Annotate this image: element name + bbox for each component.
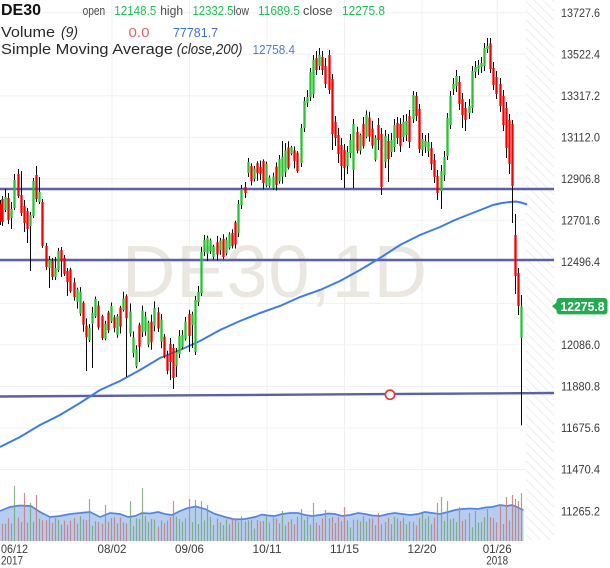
svg-text:01/26: 01/26 xyxy=(483,542,512,556)
svg-text:12496.4: 12496.4 xyxy=(561,255,600,269)
svg-text:(close,200): (close,200) xyxy=(177,41,243,58)
svg-text:2018: 2018 xyxy=(486,554,508,568)
svg-text:12275.8: 12275.8 xyxy=(342,3,385,18)
svg-text:close: close xyxy=(303,3,333,18)
svg-text:12758.4: 12758.4 xyxy=(253,42,296,57)
svg-text:11265.2: 11265.2 xyxy=(561,504,600,518)
svg-text:DE30,1D: DE30,1D xyxy=(122,230,428,313)
svg-text:11880.8: 11880.8 xyxy=(561,380,600,394)
svg-text:09/06: 09/06 xyxy=(175,542,204,556)
svg-text:12086.0: 12086.0 xyxy=(561,338,600,352)
svg-text:12701.6: 12701.6 xyxy=(561,214,600,228)
svg-text:11/15: 11/15 xyxy=(330,542,359,556)
svg-text:13112.0: 13112.0 xyxy=(561,130,600,144)
svg-text:10/11: 10/11 xyxy=(253,542,282,556)
svg-text:12332.5: 12332.5 xyxy=(193,3,234,18)
svg-text:12275.8: 12275.8 xyxy=(561,299,605,314)
svg-text:13317.2: 13317.2 xyxy=(561,89,600,103)
svg-text:open: open xyxy=(83,3,106,18)
svg-text:2017: 2017 xyxy=(1,554,23,568)
svg-text:06/12: 06/12 xyxy=(1,542,28,556)
svg-text:high: high xyxy=(160,3,183,18)
svg-text:Simple Moving Average: Simple Moving Average xyxy=(1,41,173,58)
svg-text:13727.6: 13727.6 xyxy=(561,6,600,20)
svg-text:11689.5: 11689.5 xyxy=(258,3,300,18)
svg-text:Volume: Volume xyxy=(1,24,55,41)
svg-text:11470.4: 11470.4 xyxy=(561,463,600,477)
svg-text:12906.8: 12906.8 xyxy=(561,172,600,186)
svg-text:DE30: DE30 xyxy=(1,2,41,19)
svg-text:08/02: 08/02 xyxy=(98,542,127,556)
svg-text:13522.4: 13522.4 xyxy=(561,47,600,61)
svg-text:12/20: 12/20 xyxy=(408,542,437,556)
svg-text:low: low xyxy=(234,3,250,18)
svg-text:12148.5: 12148.5 xyxy=(114,3,156,18)
svg-text:11675.6: 11675.6 xyxy=(561,421,600,435)
svg-text:(9): (9) xyxy=(61,24,78,41)
svg-text:0.0: 0.0 xyxy=(129,25,150,40)
svg-text:77781.7: 77781.7 xyxy=(173,25,218,40)
